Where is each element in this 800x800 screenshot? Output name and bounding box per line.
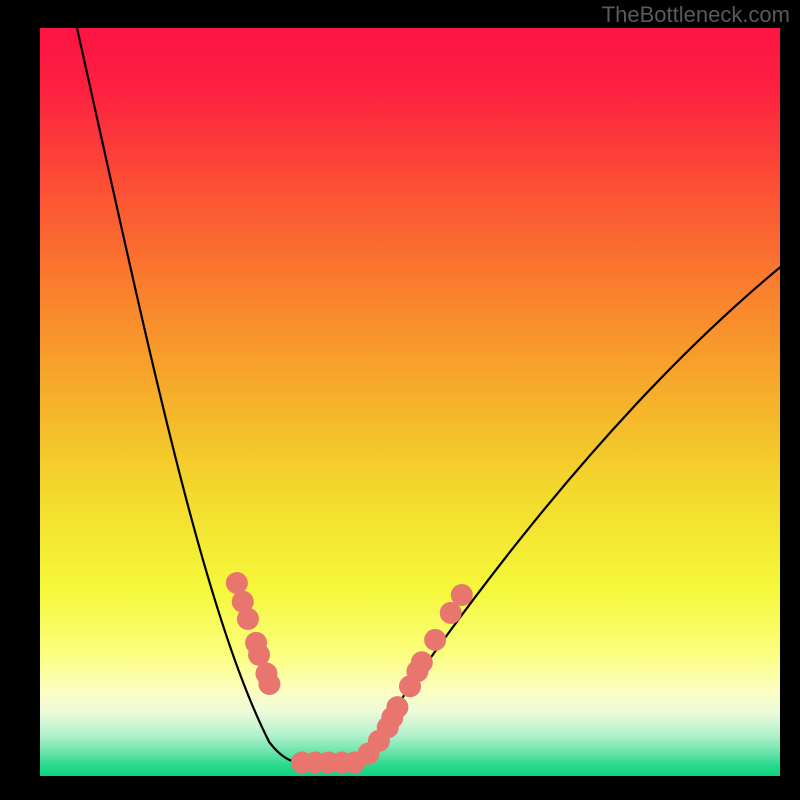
- marker-dot: [424, 629, 446, 651]
- chart-frame: TheBottleneck.com: [0, 0, 800, 800]
- marker-dot: [248, 644, 270, 666]
- marker-dot: [451, 584, 473, 606]
- plot-svg: [40, 28, 780, 776]
- marker-dot: [411, 651, 433, 673]
- plot-area: [40, 28, 780, 776]
- marker-dot: [226, 572, 248, 594]
- watermark-text: TheBottleneck.com: [602, 2, 790, 28]
- marker-dot: [386, 696, 408, 718]
- marker-dot: [237, 608, 259, 630]
- marker-dot: [258, 673, 280, 695]
